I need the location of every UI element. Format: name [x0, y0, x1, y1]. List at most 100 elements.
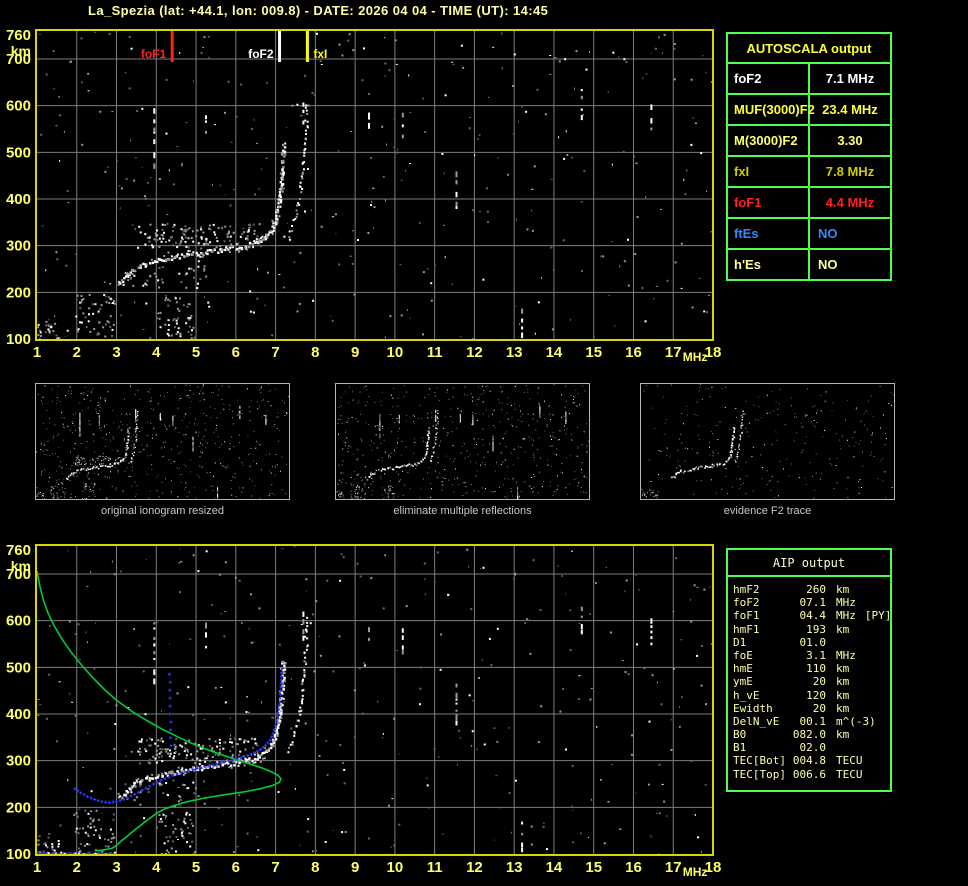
- param-label: foF1: [727, 187, 809, 218]
- svg-text:13: 13: [506, 344, 523, 361]
- svg-text:500: 500: [6, 659, 31, 676]
- param-value: 7.1 MHz: [809, 63, 891, 94]
- svg-text:10: 10: [387, 344, 404, 361]
- aip-unit: m^(-3): [836, 715, 876, 728]
- param-label: M(3000)F2: [727, 125, 809, 156]
- aip-unit: TECU: [836, 768, 863, 781]
- aip-unit: TECU: [836, 754, 863, 767]
- aip-label: B1: [733, 741, 790, 754]
- svg-text:760: 760: [6, 28, 31, 44]
- marker-label-foF1: foF1: [141, 47, 167, 61]
- aip-value: 3.1: [790, 649, 826, 662]
- aip-unit: MHz: [836, 649, 856, 662]
- svg-text:500: 500: [6, 144, 31, 161]
- grid-lines: [37, 546, 712, 854]
- svg-text:km: km: [11, 558, 31, 574]
- aip-label: D1: [733, 636, 790, 649]
- aip-label: TEC[Bot]: [733, 754, 790, 767]
- svg-text:400: 400: [6, 706, 31, 723]
- aip-label: B0: [733, 728, 790, 741]
- svg-text:8: 8: [311, 344, 319, 361]
- thumbnail-original-ionogram: [35, 383, 290, 500]
- thumbnail-plot: [36, 384, 289, 499]
- aip-table-title: AIP output: [728, 550, 890, 577]
- svg-text:4: 4: [152, 344, 161, 361]
- aip-label: ymE: [733, 675, 790, 688]
- aip-row: TEC[Top]006.6 TECU: [728, 768, 890, 781]
- thumbnail-evidence-f2-trace: [640, 383, 895, 500]
- aip-value: 01.0: [790, 636, 826, 649]
- thumbnail-eliminate-reflections: [335, 383, 590, 500]
- electron-density-profile: [37, 571, 281, 851]
- aip-value: 260: [790, 583, 826, 596]
- plot-border: [36, 30, 713, 340]
- svg-text:5: 5: [192, 859, 200, 876]
- aip-value: 193: [790, 623, 826, 636]
- param-value: 3.30: [809, 125, 891, 156]
- echo-dots: [37, 546, 714, 855]
- svg-text:200: 200: [6, 799, 31, 816]
- svg-text:100: 100: [6, 846, 31, 863]
- svg-text:12: 12: [466, 859, 483, 876]
- aip-unit: km: [836, 583, 849, 596]
- aip-unit: km: [836, 623, 849, 636]
- param-value: 23.4 MHz: [809, 94, 891, 125]
- param-label: foF2: [727, 63, 809, 94]
- aip-label: hmF1: [733, 623, 790, 636]
- aip-value: 20: [790, 702, 826, 715]
- marker-label-foF2: foF2: [248, 47, 274, 61]
- grid-lines: [37, 31, 712, 339]
- svg-text:1: 1: [33, 344, 41, 361]
- svg-text:MHz: MHz: [683, 865, 708, 879]
- svg-text:7: 7: [271, 859, 279, 876]
- param-label: h'Es: [727, 249, 809, 280]
- aip-unit: MHz: [836, 596, 856, 609]
- param-label: MUF(3000)F2: [727, 94, 809, 125]
- svg-text:300: 300: [6, 753, 31, 770]
- svg-text:7: 7: [271, 344, 279, 361]
- param-value: 7.8 MHz: [809, 156, 891, 187]
- svg-text:8: 8: [311, 859, 319, 876]
- aip-label: hmE: [733, 662, 790, 675]
- autoscala-table-title: AUTOSCALA output: [727, 33, 891, 63]
- aip-unit: km: [836, 662, 849, 675]
- table-header-row: AUTOSCALA output: [727, 33, 891, 63]
- thumbnail-caption: eliminate multiple reflections: [335, 505, 590, 517]
- svg-text:10: 10: [387, 859, 404, 876]
- aip-label: foF1: [733, 609, 790, 622]
- svg-text:11: 11: [427, 344, 443, 361]
- aip-label: Ewidth: [733, 702, 790, 715]
- aip-label: TEC[Top]: [733, 768, 790, 781]
- aip-value: 00.1: [790, 715, 826, 728]
- thumbnail-caption: evidence F2 trace: [640, 505, 895, 517]
- svg-text:17: 17: [665, 344, 682, 361]
- thumbnail-plot: [336, 384, 589, 499]
- aip-value: 006.6: [790, 768, 826, 781]
- aip-value: 110: [790, 662, 826, 675]
- aip-value: 120: [790, 689, 826, 702]
- aip-label: foF2: [733, 596, 790, 609]
- aip-unit: km: [836, 702, 849, 715]
- svg-text:4: 4: [152, 859, 161, 876]
- svg-text:1: 1: [33, 859, 41, 876]
- aip-value: 07.1: [790, 596, 826, 609]
- station-title: La_Spezia (lat: +44.1, lon: 009.8) - DAT…: [88, 3, 548, 18]
